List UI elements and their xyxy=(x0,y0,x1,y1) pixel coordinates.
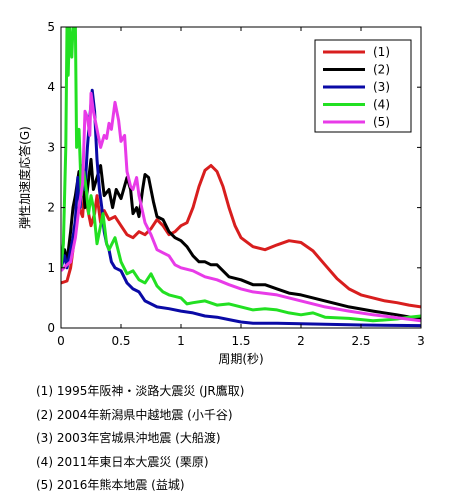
y-tick-label: 0 xyxy=(47,321,55,335)
x-axis-title: 周期(秒) xyxy=(218,352,263,366)
series-line-5 xyxy=(61,91,421,323)
x-tick-label: 1.5 xyxy=(231,334,250,348)
x-tick-label: 2.5 xyxy=(351,334,370,348)
caption-item-5: (5) 2016年熊本地震 (益城) xyxy=(36,478,185,492)
y-axis-title: 弾性加速度応答(G) xyxy=(17,126,32,229)
legend-label-2: (2) xyxy=(373,63,390,77)
y-tick-label: 1 xyxy=(47,261,55,275)
x-tick-label: 0.5 xyxy=(111,334,130,348)
response-spectrum-chart: 0 0.5 1 1.5 2 2.5 3 0 1 2 3 4 5 (1) (2) (3) (4) (5) 周期(秒… xyxy=(17,20,425,366)
caption-item-4: (4) 2011年東日本大震災 (栗原) xyxy=(36,454,209,469)
series-line-1 xyxy=(61,164,421,309)
series-line-4 xyxy=(61,27,421,323)
legend-label-4: (4) xyxy=(373,98,390,112)
x-tick-label: 2 xyxy=(297,334,305,348)
chart-canvas: 0 0.5 1 1.5 2 2.5 3 0 1 2 3 4 5 (1) (2) (3) (4) (5) 周期(秒… xyxy=(17,20,425,366)
x-tick-label: 1 xyxy=(177,334,185,348)
legend-label-3: (3) xyxy=(373,80,390,94)
y-tick-label: 4 xyxy=(47,80,55,94)
series-layer xyxy=(61,27,421,328)
caption-item-3: (3) 2003年宮城県沖地震 (大船渡) xyxy=(36,431,221,445)
caption-item-2: (2) 2004年新潟県中越地震 (小千谷) xyxy=(36,407,233,422)
y-tick-label: 5 xyxy=(47,20,55,34)
y-tick-label: 2 xyxy=(47,201,55,215)
y-tick-label: 3 xyxy=(47,140,55,154)
legend-label-5: (5) xyxy=(373,115,390,129)
legend: (1) (2) (3) (4) (5) xyxy=(314,39,412,133)
earthquake-caption-list: (1) 1995年阪神・淡路大震災 (JR鷹取) (2) 2004年新潟県中越地… xyxy=(36,380,456,498)
x-tick-label: 0 xyxy=(57,334,65,348)
ticks-layer: 0 0.5 1 1.5 2 2.5 3 0 1 2 3 4 5 xyxy=(47,20,424,348)
x-tick-label: 3 xyxy=(417,334,425,348)
legend-label-1: (1) xyxy=(373,45,390,59)
caption-item-1: (1) 1995年阪神・淡路大震災 (JR鷹取) xyxy=(36,384,245,398)
